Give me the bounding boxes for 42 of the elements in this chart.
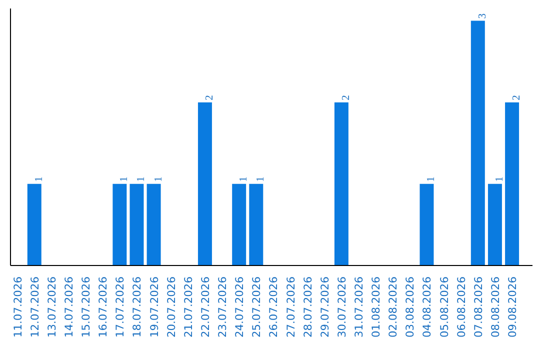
data-label: 1 xyxy=(153,176,164,182)
x-tick-label: 22.07.2026 xyxy=(198,276,212,338)
x-tick-label: 19.07.2026 xyxy=(148,276,161,338)
x-tick-label: 09.08.2026 xyxy=(506,276,520,338)
x-tick-label: 14.07.2026 xyxy=(62,276,76,338)
x-tick-label: 05.08.2026 xyxy=(438,276,451,338)
x-tick-label: 17.07.2026 xyxy=(114,276,127,338)
data-label: 2 xyxy=(204,94,216,100)
x-tick-label: 27.07.2026 xyxy=(284,276,298,338)
data-label: 1 xyxy=(136,176,148,182)
x-tick-label: 26.07.2026 xyxy=(267,276,280,338)
x-tick-label: 15.07.2026 xyxy=(80,276,93,338)
x-tick-label: 11.07.2026 xyxy=(11,276,24,338)
x-tick-label: 30.07.2026 xyxy=(335,276,348,338)
data-label: 3 xyxy=(477,13,488,19)
x-tick-label: 02.08.2026 xyxy=(386,276,400,338)
data-label: 2 xyxy=(340,94,352,100)
data-label: 1 xyxy=(34,176,45,182)
x-tick-label: 16.07.2026 xyxy=(96,276,110,338)
x-tick-label: 01.08.2026 xyxy=(370,276,383,338)
x-tick-label: 25.07.2026 xyxy=(250,276,264,338)
x-tick-label: 18.07.2026 xyxy=(130,276,144,338)
data-label: 1 xyxy=(494,176,506,182)
x-tick-label: 08.08.2026 xyxy=(488,276,502,338)
data-label: 1 xyxy=(238,176,250,182)
x-tick-label: 29.07.2026 xyxy=(318,276,332,338)
x-tick-label: 21.07.2026 xyxy=(182,276,195,338)
x-tick-label: 23.07.2026 xyxy=(216,276,230,338)
x-tick-label: 31.07.2026 xyxy=(352,276,366,338)
x-tick-label: 20.07.2026 xyxy=(164,276,178,338)
data-label: 1 xyxy=(256,176,267,182)
data-label: 1 xyxy=(426,176,438,182)
x-tick-label: 28.07.2026 xyxy=(301,276,314,338)
x-tick-label: 07.08.2026 xyxy=(472,276,485,338)
x-tick-label: 12.07.2026 xyxy=(28,276,42,338)
x-tick-label: 13.07.2026 xyxy=(45,276,58,338)
data-label: 2 xyxy=(512,94,523,100)
data-label: 1 xyxy=(119,176,130,182)
x-tick-label: 03.08.2026 xyxy=(404,276,417,338)
x-tick-label: 06.08.2026 xyxy=(454,276,468,338)
x-tick-label: 24.07.2026 xyxy=(233,276,246,338)
x-tick-label: 04.08.2026 xyxy=(420,276,434,338)
